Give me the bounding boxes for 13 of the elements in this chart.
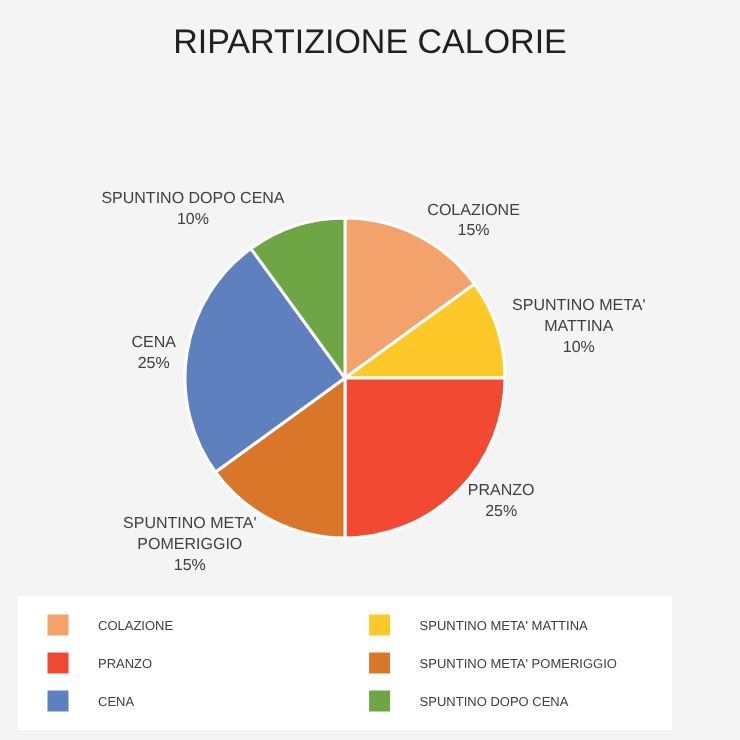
slice-label: SPUNTINO META' POMERIGGIO — [123, 514, 258, 554]
data-label: 10% — [176, 209, 209, 228]
data-label: 10% — [562, 337, 595, 356]
slice-label: SPUNTINO DOPO CENA — [101, 188, 286, 207]
data-label: 25% — [137, 353, 170, 372]
slice-label: COLAZIONE — [427, 200, 520, 219]
data-label: 15% — [173, 556, 206, 575]
slice-label: CENA — [131, 333, 178, 352]
chart-title: RIPARTIZIONE CALORIE — [173, 23, 567, 62]
data-label: 25% — [485, 502, 518, 521]
data-label: 15% — [457, 221, 490, 240]
slice-label: SPUNTINO META' MATTINA — [512, 295, 647, 335]
slice-label: PRANZO — [467, 481, 535, 500]
